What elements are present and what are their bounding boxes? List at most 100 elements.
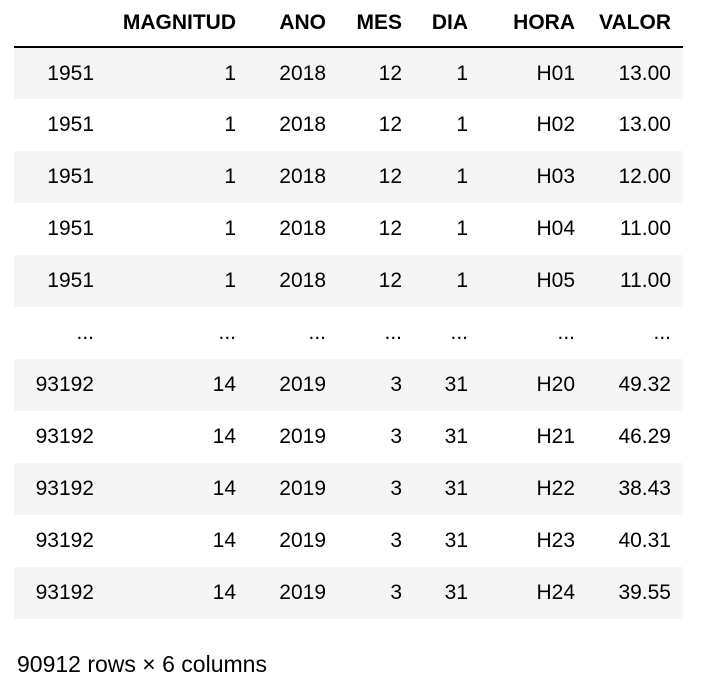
- column-header-label: DIA: [431, 11, 468, 34]
- table-cell: 2019: [279, 581, 326, 604]
- table-cell: 49.32: [618, 373, 671, 396]
- row-index: 93192: [14, 463, 94, 515]
- row-index-label: 1951: [47, 217, 94, 240]
- table-cell: 2018: [279, 217, 326, 240]
- table-cell: 2018: [279, 113, 326, 136]
- table-cell: H04: [536, 217, 575, 240]
- table-cell: 13.00: [618, 113, 671, 136]
- table-cell: 12: [378, 217, 402, 240]
- column-header: HORA: [480, 0, 587, 48]
- table-cell: 2019: [279, 477, 326, 500]
- column-header-label: VALOR: [599, 11, 671, 34]
- column-header-label: MES: [356, 11, 402, 34]
- table-cell: 1: [456, 165, 468, 188]
- table-body: 1951 1 2018 12 1 H01 13.00 1951 1 2018 1…: [14, 47, 683, 619]
- table-cell: H05: [536, 269, 575, 292]
- row-index: 93192: [14, 411, 94, 463]
- table-cell: H20: [536, 373, 575, 396]
- table-cell: H02: [536, 113, 575, 136]
- row-index: 1951: [14, 255, 94, 307]
- column-header-label: HORA: [513, 11, 575, 34]
- table-cell: 2019: [279, 529, 326, 552]
- row-index-label: 93192: [35, 373, 94, 396]
- table-cell: 14: [212, 425, 236, 448]
- table-row: 1951 1 2018 12 1 H03 12.00: [14, 151, 683, 203]
- dataframe-table: MAGNITUD ANO MES DIA HORA VALOR 1951 1 2…: [14, 0, 683, 619]
- table-cell: H23: [536, 529, 575, 552]
- table-cell: 3: [390, 373, 402, 396]
- table-cell: 12: [378, 165, 402, 188]
- row-index-label: 93192: [35, 529, 94, 552]
- table-cell: 1: [224, 165, 236, 188]
- table-row: 1951 1 2018 12 1 H05 11.00: [14, 255, 683, 307]
- row-index: 1951: [14, 203, 94, 255]
- column-header: MAGNITUD: [94, 0, 248, 48]
- table-cell: 11.00: [620, 269, 671, 292]
- row-index: 93192: [14, 515, 94, 567]
- dataframe-shape-note: 90912 rows × 6 columns: [17, 651, 267, 677]
- table-cell: 3: [390, 581, 402, 604]
- row-index: ...: [14, 307, 94, 359]
- table-cell: ...: [218, 321, 236, 344]
- table-cell: H01: [536, 61, 575, 85]
- row-index-label: 93192: [35, 477, 94, 500]
- table-cell: 39.55: [618, 581, 671, 604]
- table-cell: 40.31: [618, 529, 671, 552]
- index-header: [14, 0, 94, 48]
- column-header: MES: [338, 0, 414, 48]
- table-cell: ...: [308, 321, 326, 344]
- table-cell: 12.00: [618, 165, 671, 188]
- table-cell: H24: [536, 581, 575, 604]
- table-cell: 14: [212, 581, 236, 604]
- table-cell: 2018: [279, 61, 326, 85]
- table-cell: 3: [390, 529, 402, 552]
- table-row: 1951 1 2018 12 1 H04 11.00: [14, 203, 683, 255]
- table-cell: 31: [444, 581, 468, 604]
- column-header: DIA: [414, 0, 480, 48]
- row-index-label: 93192: [35, 425, 94, 448]
- row-index-label: ...: [76, 321, 94, 344]
- table-cell: 1: [224, 217, 236, 240]
- row-index: 93192: [14, 567, 94, 619]
- table-cell: ...: [450, 321, 468, 344]
- table-cell: ...: [653, 321, 671, 344]
- table-cell: 1: [456, 269, 468, 292]
- table-cell: 1: [456, 61, 468, 85]
- table-cell: 11.00: [620, 217, 671, 240]
- table-cell: 1: [456, 217, 468, 240]
- table-cell: ...: [384, 321, 402, 344]
- column-header-label: MAGNITUD: [122, 11, 236, 34]
- table-cell: 2019: [279, 425, 326, 448]
- column-header-label: ANO: [279, 11, 326, 34]
- table-row: 93192 14 2019 3 31 H21 46.29: [14, 411, 683, 463]
- table-cell: 46.29: [618, 425, 671, 448]
- table-cell: H22: [536, 477, 575, 500]
- table-cell: 12: [378, 113, 402, 136]
- table-cell: 1: [456, 113, 468, 136]
- row-index-label: 1951: [47, 165, 94, 188]
- row-index: 93192: [14, 359, 94, 411]
- header-row: MAGNITUD ANO MES DIA HORA VALOR: [14, 0, 683, 48]
- table-cell: 14: [212, 477, 236, 500]
- table-cell: 14: [212, 373, 236, 396]
- row-index: 1951: [14, 151, 94, 203]
- table-cell: H03: [536, 165, 575, 188]
- table-cell: 31: [444, 529, 468, 552]
- column-header: VALOR: [587, 0, 683, 48]
- table-cell: 2018: [279, 165, 326, 188]
- table-cell: 1: [224, 61, 236, 85]
- row-index-label: 1951: [47, 269, 94, 292]
- table-cell: ...: [557, 321, 575, 344]
- table-cell: 3: [390, 425, 402, 448]
- ellipsis-row: ... ... ... ... ... ... ...: [14, 307, 683, 359]
- table-cell: 14: [212, 529, 236, 552]
- table-cell: 31: [444, 373, 468, 396]
- row-index-label: 1951: [47, 61, 94, 85]
- dataframe-output: MAGNITUD ANO MES DIA HORA VALOR 1951 1 2…: [14, 0, 684, 619]
- table-row: 1951 1 2018 12 1 H02 13.00: [14, 99, 683, 151]
- row-index: 1951: [14, 99, 94, 151]
- column-header: ANO: [248, 0, 338, 48]
- table-cell: 13.00: [618, 61, 671, 85]
- table-cell: H21: [536, 425, 575, 448]
- row-index-label: 93192: [35, 581, 94, 604]
